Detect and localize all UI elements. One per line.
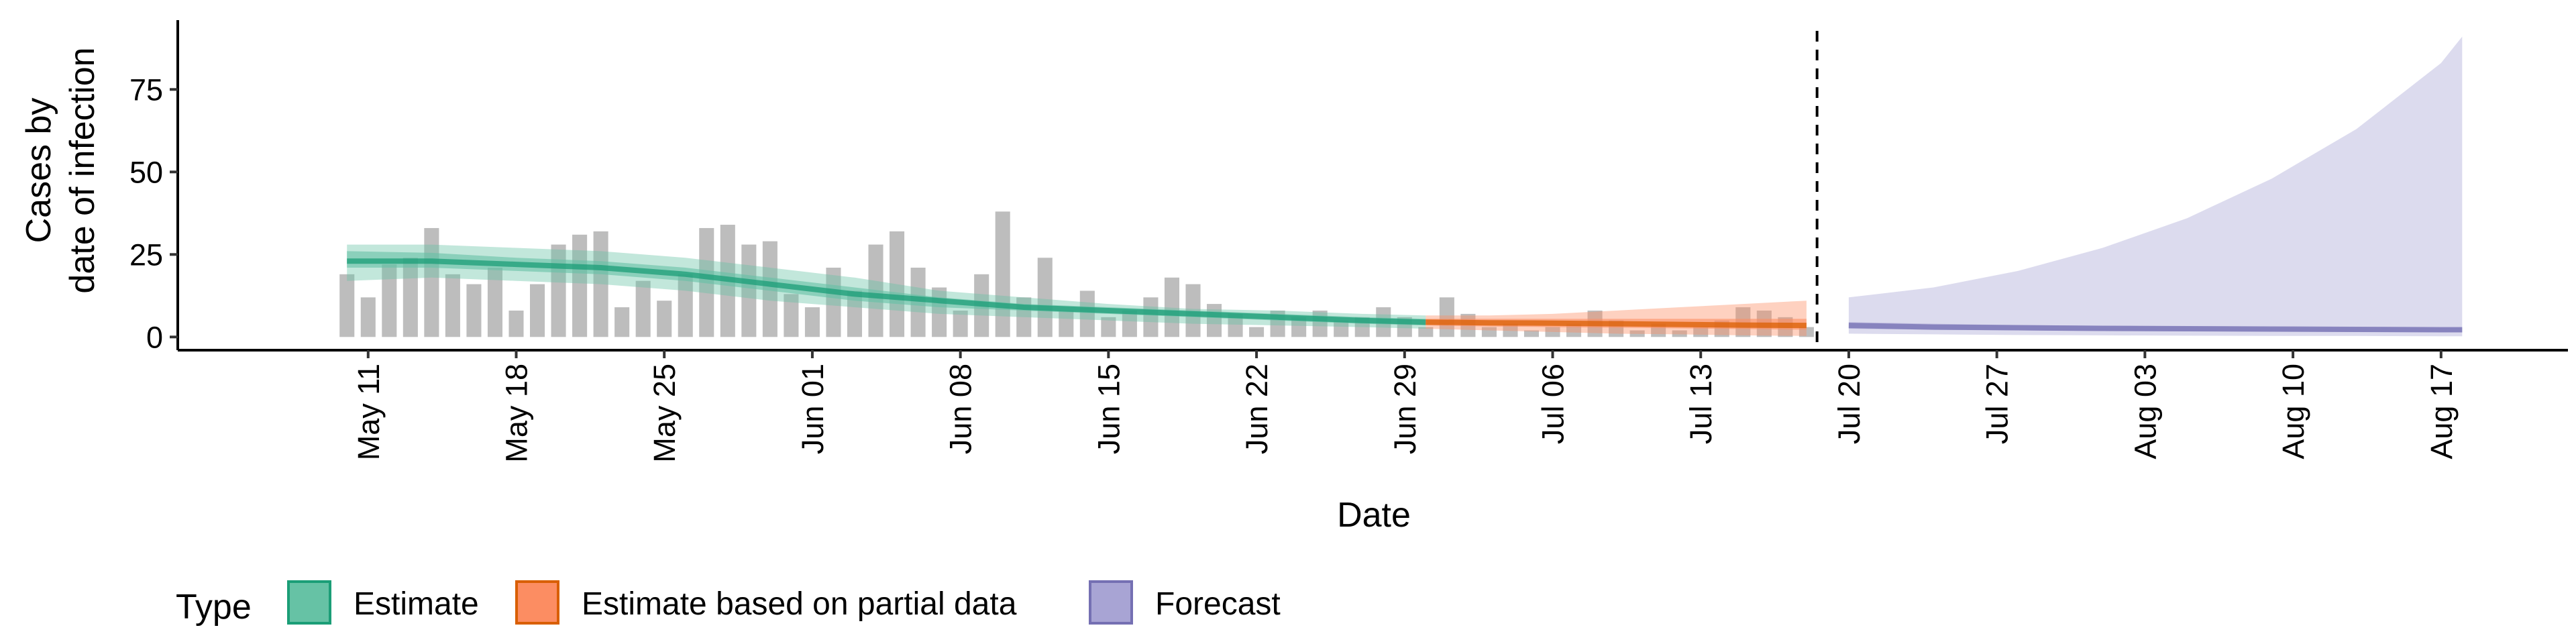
bar: [1059, 310, 1074, 337]
bar: [1439, 297, 1454, 337]
bar: [1079, 290, 1095, 337]
bar: [445, 274, 460, 337]
bar: [1037, 258, 1053, 337]
x-tick-label: Jul 20: [1832, 364, 1866, 444]
bar: [1122, 310, 1137, 337]
bar: [424, 227, 439, 337]
bar: [1164, 277, 1179, 337]
legend-label: Estimate based on partial data: [582, 586, 1017, 622]
bar: [614, 307, 630, 337]
outer-band: [1848, 36, 2463, 337]
bar: [847, 290, 863, 337]
bar: [1545, 327, 1560, 337]
bar: [995, 211, 1010, 337]
x-tick-label: Aug 10: [2276, 364, 2310, 460]
y-tick-label: 0: [146, 320, 163, 354]
legend-title: Type: [176, 588, 252, 627]
bar: [572, 234, 588, 337]
median-line: [1848, 323, 2463, 333]
bar: [1185, 284, 1201, 337]
bar: [1228, 313, 1243, 337]
bar: [1523, 330, 1540, 337]
y-axis-title-line-2: date of infection: [63, 47, 102, 293]
bar: [402, 258, 418, 337]
bar: [360, 297, 376, 337]
bar: [741, 244, 757, 337]
bar: [382, 264, 397, 337]
y-tick-label: 50: [129, 155, 163, 189]
bar: [1481, 327, 1497, 337]
legend-label: Estimate: [354, 586, 479, 622]
bar: [466, 284, 482, 337]
bar: [593, 231, 608, 337]
bar: [508, 310, 524, 337]
bar: [1101, 317, 1116, 337]
x-tick-label: Aug 17: [2424, 364, 2459, 460]
median-line: [1426, 319, 1807, 329]
y-tick-label: 25: [129, 237, 163, 272]
bar: [1693, 327, 1709, 337]
x-tick-label: Jun 08: [944, 364, 978, 454]
legend-swatch: [515, 580, 559, 625]
x-tick-label: Jul 06: [1536, 364, 1570, 444]
bar: [1291, 317, 1307, 337]
bar: [890, 231, 905, 337]
bar: [1503, 323, 1518, 337]
legend-swatch: [1089, 580, 1133, 625]
x-tick-label: Jun 22: [1240, 364, 1274, 454]
bar: [678, 274, 693, 337]
bar: [635, 280, 651, 337]
bar: [953, 310, 968, 337]
bar: [1629, 330, 1645, 337]
legend: Type Estimate Estimate based on partial d…: [176, 580, 1281, 627]
legend-swatch: [287, 580, 331, 625]
x-tick-label: Aug 03: [2128, 364, 2162, 460]
bar: [339, 274, 355, 337]
plot-area: [339, 31, 2463, 350]
bar: [487, 268, 503, 337]
bar: [1418, 327, 1434, 337]
y-axis-title-line-1: Cases by: [19, 98, 58, 244]
median-line: [347, 258, 1426, 325]
x-tick-label: May 25: [647, 364, 682, 463]
bar: [1249, 327, 1265, 337]
bar: [784, 294, 799, 337]
x-tick-label: Jun 01: [796, 364, 830, 454]
bar: [1334, 320, 1349, 337]
y-axis: 0 25 50 75: [129, 20, 179, 354]
x-axis: May 11 May 18 May 25 Jun 01 Jun 08 Jun 15 Jun …: [178, 349, 2568, 463]
x-tick-label: May 18: [500, 364, 534, 463]
x-tick-label: Jul 27: [1980, 364, 2015, 444]
y-tick-label: 75: [129, 72, 163, 107]
x-tick-label: Jun 29: [1388, 364, 1422, 454]
bar: [657, 301, 672, 337]
x-axis-title: Date: [1337, 496, 1411, 535]
x-tick-label: Jul 13: [1684, 364, 1718, 444]
legend-label: Forecast: [1155, 586, 1281, 622]
bar: [529, 284, 545, 337]
x-tick-label: May 11: [352, 364, 386, 460]
bar: [804, 307, 820, 337]
x-tick-label: Jun 15: [1091, 364, 1126, 454]
bar: [1672, 330, 1687, 337]
bar: [1143, 297, 1159, 337]
